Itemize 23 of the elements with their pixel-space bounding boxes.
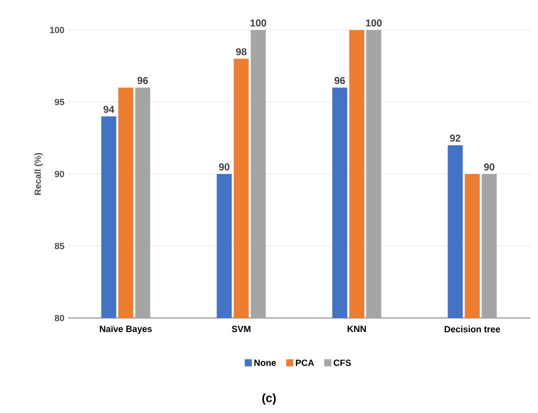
y-tick-label: 100 [50,26,64,34]
x-tick-label: Naïve Bayes [100,326,152,334]
data-label: 100 [366,19,382,26]
x-tick-label: KNN [348,326,366,332]
data-label: 96 [138,77,148,84]
data-label: 100 [250,19,266,26]
data-label: 94 [104,106,114,113]
data-label: 98 [236,48,246,56]
y-tick-label: 90 [54,170,64,178]
legend-label: None [254,360,276,366]
legend-label: CFS [334,360,351,366]
data-label: 92 [450,134,460,142]
x-tick-label: SVM [232,326,250,332]
data-label: 90 [484,163,494,170]
y-axis-title: Recall (%) [34,153,43,195]
y-tick-label: 95 [54,98,64,106]
y-tick-label: 85 [54,242,64,250]
y-tick-label: 80 [54,314,64,322]
legend-label: PCA [296,360,314,366]
data-label: 90 [219,163,230,170]
data-label: 96 [334,77,345,84]
text: (c) [262,393,276,405]
x-tick-label: Decision tree [444,326,500,332]
